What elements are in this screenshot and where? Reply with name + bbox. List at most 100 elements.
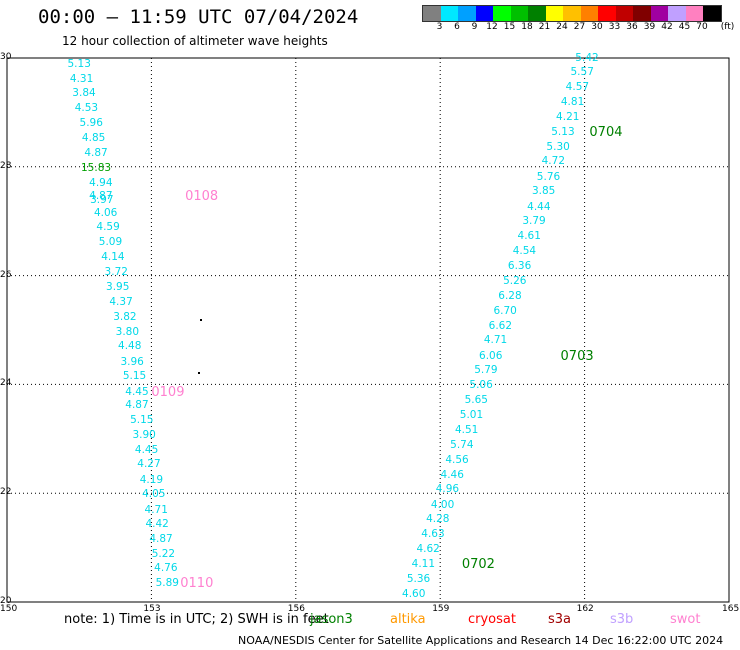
wave-height-value: 4.54 xyxy=(512,245,537,258)
wave-height-value: 4.48 xyxy=(118,340,142,353)
wave-height-value: 5.15 xyxy=(130,413,154,426)
x-tick-label: 162 xyxy=(576,604,594,614)
y-tick-label: 22 xyxy=(0,487,12,498)
wave-height-value: 6.28 xyxy=(498,289,522,302)
scale-swatch xyxy=(615,6,633,21)
pass-number-label: 0110 xyxy=(180,576,214,592)
wave-height-value: 4.37 xyxy=(109,295,133,308)
scale-label: 6 xyxy=(454,22,460,32)
scale-swatch xyxy=(580,6,598,21)
scale-label: 36 xyxy=(626,22,638,32)
wave-height-value: 4.60 xyxy=(402,587,426,600)
marker-dot xyxy=(200,319,202,321)
pass-number-label: 0108 xyxy=(185,188,219,204)
scale-label: 18 xyxy=(521,22,533,32)
page-title: 00:00 – 11:59 UTC 07/04/2024 xyxy=(38,6,359,28)
wave-height-value: 4.11 xyxy=(411,558,436,570)
y-tick-label: 24 xyxy=(0,378,12,389)
scale-swatch xyxy=(563,6,581,21)
wave-height-value: 5.26 xyxy=(503,275,527,288)
y-tick-label: 20 xyxy=(0,596,12,606)
wave-height-value: 5.13 xyxy=(67,57,91,70)
x-tick-label: 153 xyxy=(143,604,161,614)
scale-swatch xyxy=(668,6,686,21)
scale-label: 21 xyxy=(538,22,551,32)
scale-label: 33 xyxy=(608,22,621,32)
scale-label: 45 xyxy=(678,22,691,32)
scale-label: 30 xyxy=(591,22,603,32)
scale-label: 70 xyxy=(696,22,708,32)
wave-height-value: 3.95 xyxy=(106,281,130,294)
wave-height-value: 4.56 xyxy=(445,453,469,466)
legend-item-swot: swot xyxy=(670,612,701,627)
scale-label: 9 xyxy=(471,22,478,32)
wave-height-value: 4.62 xyxy=(416,543,440,556)
wave-height-value: 4.28 xyxy=(426,513,450,526)
y-tick-label: 30 xyxy=(0,52,12,62)
scale-swatch xyxy=(423,6,441,21)
wave-height-value: 4.51 xyxy=(454,424,479,437)
scale-swatch xyxy=(458,6,476,21)
wave-height-value: 4.19 xyxy=(139,473,164,486)
wave-height-value: 5.74 xyxy=(450,438,474,451)
scale-label: 24 xyxy=(556,22,568,32)
scale-label: 15 xyxy=(503,22,516,32)
wave-height-value: 3.79 xyxy=(522,215,546,228)
note-text: note: 1) Time is in UTC; 2) SWH is in fe… xyxy=(64,612,329,627)
wave-height-value: 4.05 xyxy=(142,488,166,501)
wave-height-value: 4.96 xyxy=(435,483,460,496)
legend-item-jason3: jason3 xyxy=(310,612,353,627)
color-scale-bar xyxy=(422,5,722,22)
scale-label: 12 xyxy=(486,22,498,32)
wave-height-value: 4.53 xyxy=(74,102,99,115)
wave-height-value: 5.15 xyxy=(122,370,147,383)
wave-height-value: 5.76 xyxy=(536,170,561,183)
wave-height-value: 6.70 xyxy=(493,304,517,317)
wave-height-value: 4.87 xyxy=(84,146,108,159)
wave-height-value: 4.76 xyxy=(154,562,178,575)
scale-label: 27 xyxy=(573,22,586,32)
pass-number-label: 0703 xyxy=(560,348,594,364)
wave-height-value: 5.09 xyxy=(98,235,123,248)
wave-height-value: 5.57 xyxy=(570,66,594,79)
wave-height-value: 3.82 xyxy=(113,311,137,324)
legend-item-s3a: s3a xyxy=(548,612,572,627)
scale-swatch xyxy=(703,6,721,21)
page-subtitle: 12 hour collection of altimeter wave hei… xyxy=(62,34,328,48)
wave-height-value: 5.06 xyxy=(469,379,493,392)
wave-height-value: 5.89 xyxy=(155,577,179,590)
wave-height-value: 4.21 xyxy=(556,110,580,123)
wave-height-value: 4.61 xyxy=(517,229,541,242)
pass-number-label: 0704 xyxy=(589,125,623,141)
wave-height-value: 3.90 xyxy=(132,428,156,441)
x-tick-label: 156 xyxy=(287,604,305,614)
wave-height-value: 4.42 xyxy=(145,517,169,530)
wave-height-value: 5.01 xyxy=(459,408,484,421)
marker-dot xyxy=(198,372,200,374)
legend-item-cryosat: cryosat xyxy=(468,612,516,627)
scale-swatch xyxy=(633,6,651,21)
scale-label: (ft) xyxy=(720,22,735,32)
x-tick-label: 150 xyxy=(0,604,18,614)
wave-height-value: 4.71 xyxy=(483,334,508,347)
scale-label: 39 xyxy=(643,22,656,32)
y-tick-label: 26 xyxy=(0,269,12,280)
wave-height-value: 5.96 xyxy=(79,117,103,130)
wave-height-value: 5.30 xyxy=(546,140,570,153)
footer-credit: NOAA/NESDIS Center for Satellite Applica… xyxy=(238,634,724,647)
wave-height-value: 6.62 xyxy=(488,319,513,332)
wave-height-value: 4.81 xyxy=(560,96,585,109)
wave-height-value: 5.22 xyxy=(151,547,176,560)
scale-swatch xyxy=(440,6,458,21)
wave-height-value: 5.65 xyxy=(464,394,488,407)
scale-swatch xyxy=(510,6,528,21)
wave-height-value: 4.57 xyxy=(565,80,590,93)
wave-height-value: 4.59 xyxy=(96,221,120,234)
scale-swatch xyxy=(598,6,616,21)
wave-height-value: 4.87 xyxy=(125,399,149,412)
scale-swatch xyxy=(650,6,668,21)
wave-height-value: 4.72 xyxy=(541,155,566,168)
pass-number-label: 0109 xyxy=(151,384,185,400)
wave-height-value: 5.36 xyxy=(406,573,431,586)
wave-height-value: 15.83 xyxy=(81,161,112,174)
